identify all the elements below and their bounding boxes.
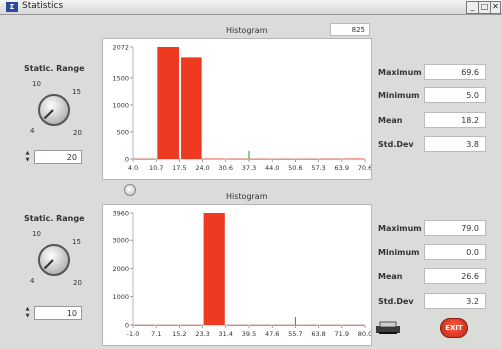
- stat-value-stddev: 3.8: [424, 136, 486, 152]
- x-tick-label: 63.9: [335, 164, 349, 172]
- histogram-bar: [134, 324, 156, 326]
- x-tick-label: 4.0: [128, 164, 138, 172]
- histogram-bar: [273, 158, 295, 160]
- stat-label-stddev: Std.Dev: [378, 297, 414, 306]
- histogram-title: Histogram: [226, 26, 268, 35]
- stat-value-minimum: 0.0: [424, 244, 486, 260]
- x-tick-label: 31.4: [219, 330, 233, 338]
- y-tick-label: 2000: [112, 265, 129, 273]
- histogram-bar: [319, 324, 341, 326]
- x-tick-label: 57.3: [311, 164, 325, 172]
- x-tick-label: 47.6: [265, 330, 279, 338]
- stat-value-minimum: 5.0: [424, 87, 486, 103]
- static-range-knob[interactable]: [38, 244, 70, 276]
- knob-tick: 10: [32, 80, 41, 88]
- window-title: Statistics: [22, 1, 64, 11]
- y-tick-label: 1500: [112, 74, 129, 82]
- histogram-bar: [157, 324, 179, 326]
- knob-tick: 4: [30, 277, 35, 285]
- histogram-bar: [181, 57, 202, 159]
- y-tick-label: 1000: [112, 101, 129, 109]
- stat-label-maximum: Maximum: [378, 68, 422, 77]
- knob-tick: 15: [72, 238, 81, 246]
- stat-label-mean: Mean: [378, 116, 403, 125]
- static-range-knob[interactable]: [38, 94, 70, 126]
- x-tick-label: 30.6: [219, 164, 233, 172]
- y-tick-label: 2072: [112, 44, 129, 52]
- static-range-label: Static. Range: [24, 214, 85, 223]
- stat-label-mean: Mean: [378, 272, 403, 281]
- histogram-bar: [157, 47, 180, 159]
- stat-value-stddev: 3.2: [424, 293, 486, 309]
- static-range-label: Static. Range: [24, 64, 85, 73]
- stat-label-stddev: Std.Dev: [378, 140, 414, 149]
- title-bar: Σ Statistics _ □ ✕: [0, 0, 502, 15]
- stat-label-minimum: Minimum: [378, 91, 420, 100]
- histogram-title: Histogram: [226, 192, 268, 201]
- histogram-bar: [226, 324, 248, 326]
- knob-tick: 4: [30, 127, 35, 135]
- x-tick-label: 37.3: [242, 164, 256, 172]
- histogram-bar: [273, 324, 295, 326]
- histogram-bar: [180, 324, 202, 326]
- knob-tick: 10: [32, 230, 41, 238]
- histogram-bar: [319, 158, 341, 160]
- histogram-bar: [203, 158, 225, 160]
- histogram-bar: [342, 158, 364, 160]
- x-tick-label: 39.5: [242, 330, 256, 338]
- knob-tick: 20: [73, 129, 82, 137]
- x-tick-label: 10.7: [149, 164, 163, 172]
- x-tick-label: 80.0: [358, 330, 372, 338]
- stat-label-minimum: Minimum: [378, 248, 420, 257]
- range-input[interactable]: 20: [34, 150, 82, 164]
- x-tick-label: 23.3: [195, 330, 209, 338]
- x-tick-label: 71.9: [335, 330, 349, 338]
- x-tick-label: 55.7: [288, 330, 302, 338]
- range-input[interactable]: 10: [34, 306, 82, 320]
- histogram-bar: [226, 158, 248, 160]
- range-spinner[interactable]: ▲ ▼: [25, 306, 30, 319]
- histogram-bar: [203, 213, 225, 325]
- x-tick-label: 7.1: [151, 330, 161, 338]
- y-tick-label: 500: [117, 128, 129, 136]
- knob-tick: 15: [72, 88, 81, 96]
- y-tick-label: 3000: [112, 237, 129, 245]
- stat-value-mean: 26.6: [424, 268, 486, 284]
- histogram-chart-top: 2072 1500 1000 500 04.0 10.7 17.5 24.0 30.6 37.3 4…: [102, 38, 372, 180]
- print-icon[interactable]: [374, 321, 402, 335]
- stat-value-maximum: 79.0: [424, 220, 486, 236]
- histogram-bar: [134, 158, 156, 160]
- stat-label-maximum: Maximum: [378, 224, 422, 233]
- histogram-bar: [250, 324, 272, 326]
- histogram-chart-bottom: 3960 3000 2000 1000 0-1.0 7.1 15.2 23.3 31.4 39.5…: [102, 204, 372, 346]
- exit-button[interactable]: EXIT: [440, 318, 468, 338]
- histogram-bar: [250, 158, 272, 160]
- y-tick-label: 0: [125, 156, 129, 164]
- close-button[interactable]: ✕: [490, 1, 501, 14]
- x-tick-label: -1.0: [127, 330, 140, 338]
- app-icon: Σ: [6, 2, 18, 12]
- stat-value-mean: 18.2: [424, 112, 486, 128]
- histogram-bar: [342, 324, 364, 326]
- histogram-count-box: 825: [330, 23, 370, 36]
- x-tick-label: 70.6: [358, 164, 372, 172]
- x-tick-label: 15.2: [172, 330, 186, 338]
- divider-slider-handle[interactable]: [124, 184, 136, 196]
- histogram-bar: [296, 324, 318, 326]
- knob-tick: 20: [73, 279, 82, 287]
- x-tick-label: 44.0: [265, 164, 279, 172]
- y-tick-label: 1000: [112, 293, 129, 301]
- x-tick-label: 63.8: [311, 330, 325, 338]
- y-tick-label: 0: [125, 322, 129, 330]
- stat-value-maximum: 69.6: [424, 64, 486, 80]
- range-spinner[interactable]: ▲ ▼: [25, 150, 30, 163]
- histogram-bar: [296, 158, 318, 160]
- y-tick-label: 3960: [112, 210, 129, 218]
- x-tick-label: 24.0: [195, 164, 209, 172]
- x-tick-label: 17.5: [172, 164, 186, 172]
- x-tick-label: 50.6: [288, 164, 302, 172]
